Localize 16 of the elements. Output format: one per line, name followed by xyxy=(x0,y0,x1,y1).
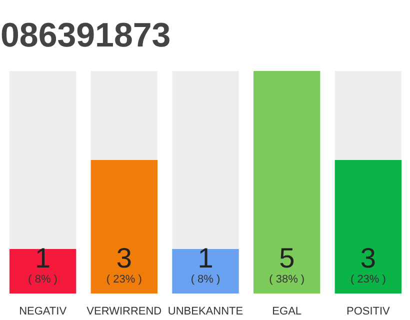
data-label: 3 xyxy=(116,242,132,274)
annotation: ( 8% ) xyxy=(190,274,220,286)
data-label: 3 xyxy=(360,242,376,274)
x-tick-label: NEGATIV xyxy=(19,306,68,318)
x-tick-label: POSITIV xyxy=(346,306,391,318)
x-tick-label: VERWIRREND xyxy=(86,306,162,318)
data-label: 1 xyxy=(35,242,51,274)
annotation: ( 23% ) xyxy=(350,274,386,286)
annotation: ( 23% ) xyxy=(106,274,142,286)
annotation: ( 38% ) xyxy=(269,274,305,286)
x-tick-label: EGAL xyxy=(272,306,302,318)
data-label: 5 xyxy=(279,242,295,274)
x-tick-label: UNBEKANNTE xyxy=(168,306,244,318)
annotation: ( 8% ) xyxy=(28,274,58,286)
chart-title: 086391873 xyxy=(0,16,171,54)
data-label: 1 xyxy=(198,242,214,274)
